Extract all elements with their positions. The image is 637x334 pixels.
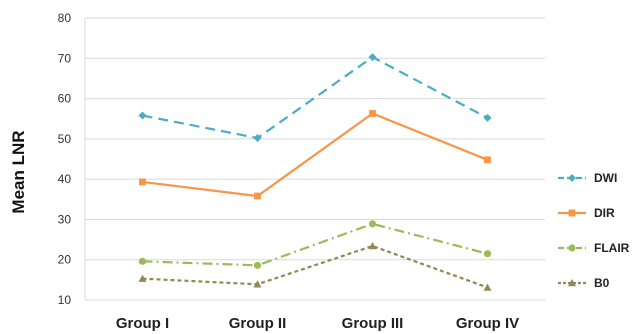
series-group — [138, 53, 492, 291]
y-tick-label: 20 — [58, 253, 72, 267]
series-dwi — [138, 53, 492, 143]
legend-item-dir: DIR — [558, 206, 615, 220]
y-tick-label: 40 — [58, 172, 72, 186]
series-line — [142, 55, 489, 140]
legend-marker — [568, 174, 576, 182]
data-point — [368, 220, 377, 228]
y-axis-tick-labels: 10 20 30 40 50 60 70 80 — [58, 11, 72, 307]
data-point — [253, 134, 262, 143]
legend-marker — [568, 279, 576, 287]
data-point — [368, 53, 377, 62]
data-point — [484, 156, 491, 164]
x-category-label: Group I — [116, 315, 169, 332]
grid-lines — [84, 17, 545, 301]
legend-item-flair: FLAIR — [558, 241, 630, 255]
legend-label: DIR — [594, 206, 615, 220]
y-axis-label: Mean LNR — [9, 130, 28, 213]
y-tick-label: 60 — [58, 92, 72, 106]
y-tick-label: 10 — [58, 293, 72, 307]
legend-label: FLAIR — [594, 241, 630, 255]
data-point — [253, 280, 262, 288]
legend-item-b0: B0 — [558, 276, 610, 290]
y-tick-label: 30 — [58, 212, 72, 226]
x-category-label: Group II — [229, 315, 287, 332]
data-point — [138, 274, 147, 282]
legend-label: B0 — [594, 276, 610, 290]
series-line — [142, 222, 488, 267]
series-line — [142, 112, 488, 198]
legend-label: DWI — [594, 171, 617, 185]
series-flair — [138, 220, 492, 269]
data-point — [139, 178, 146, 186]
data-point — [483, 283, 492, 291]
legend-marker — [568, 209, 576, 217]
series-line — [142, 244, 488, 289]
legend-marker — [568, 244, 576, 252]
data-point — [483, 250, 492, 258]
data-point — [483, 113, 492, 122]
y-tick-label: 70 — [58, 51, 72, 65]
data-point — [368, 242, 377, 250]
data-point — [369, 110, 376, 117]
data-point — [254, 192, 261, 200]
series-dir — [139, 110, 491, 200]
data-point — [138, 257, 147, 265]
legend-item-dwi: DWI — [558, 171, 617, 185]
data-point — [253, 261, 262, 269]
x-category-label: Group III — [342, 315, 404, 332]
y-tick-label: 80 — [58, 11, 72, 25]
x-axis-category-labels: Group I Group II Group III Group IV — [116, 315, 519, 332]
x-category-label: Group IV — [456, 315, 519, 332]
data-point — [138, 111, 147, 120]
series-b0 — [138, 242, 492, 291]
y-tick-label: 50 — [58, 132, 72, 146]
legend: DWI DIR FLAIR B0 — [558, 171, 630, 290]
